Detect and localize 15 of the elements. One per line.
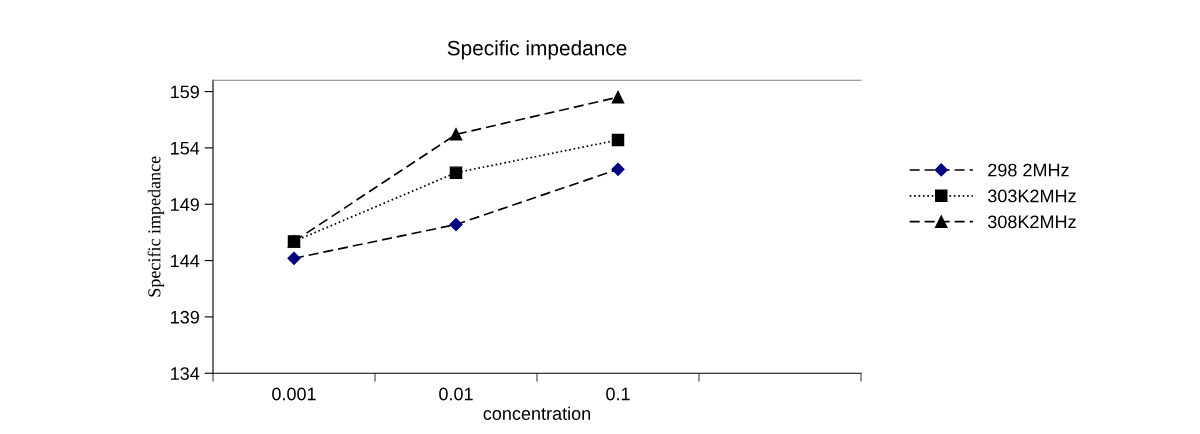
y-tick-label: 159 — [171, 85, 199, 99]
legend-label: 298 2MHz — [988, 163, 1069, 177]
x-tick-label: 0.1 — [606, 387, 630, 401]
x-axis-title: concentration — [483, 406, 591, 420]
y-axis-title: Specific impedance — [147, 156, 165, 297]
y-tick-label: 149 — [171, 198, 199, 211]
y-tick-label: 144 — [171, 254, 200, 268]
x-tick-label: 0.001 — [272, 387, 316, 401]
legend-label: 308K2MHz — [987, 215, 1076, 229]
y-tick-label: 139 — [171, 310, 199, 324]
y-tick-label: 134 — [171, 367, 200, 380]
y-tick-label: 154 — [171, 142, 200, 155]
x-tick-label: 0.01 — [439, 387, 473, 401]
legend-label: 303K2MHz — [987, 189, 1076, 203]
chart-title: Specific impedance — [447, 40, 627, 60]
